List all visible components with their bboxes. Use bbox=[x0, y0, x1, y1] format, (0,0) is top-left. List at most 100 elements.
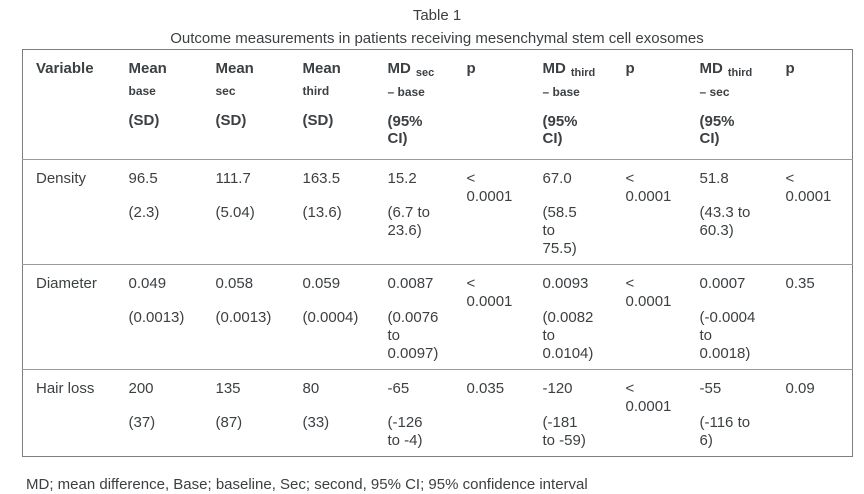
header-paren: (95% CI) bbox=[542, 113, 578, 147]
header-main-text: MD bbox=[699, 60, 723, 77]
cell-value: < 0.0001 bbox=[625, 380, 672, 415]
cell-ci: (0.0004) bbox=[302, 309, 359, 326]
cell-value: < 0.0001 bbox=[466, 275, 513, 310]
header-main: Mean bbox=[216, 60, 287, 78]
header-subline: – base bbox=[387, 85, 425, 99]
header-main: MD sec bbox=[388, 60, 451, 79]
cell-value: -120 bbox=[542, 380, 573, 397]
column-header-p2: p bbox=[613, 50, 687, 160]
header-paren: (95% CI) bbox=[387, 113, 423, 147]
variable-cell: Hair loss bbox=[23, 370, 116, 457]
column-header-variable: Variable bbox=[23, 50, 116, 160]
data-cell: 0.0093 (0.0082 to 0.0104) bbox=[530, 265, 613, 370]
column-header-md-third-sec: MD third – sec (95% CI) bbox=[687, 50, 773, 160]
cell-value: 0.058 bbox=[215, 275, 254, 292]
header-paren: (SD) bbox=[302, 112, 334, 129]
header-main-text: Mean bbox=[128, 60, 167, 77]
cell-ci: (43.3 to 60.3) bbox=[699, 204, 751, 239]
header-label: Variable bbox=[36, 60, 94, 77]
cell-value: 0.09 bbox=[785, 380, 815, 397]
header-main: Mean bbox=[129, 60, 200, 78]
header-subline: – sec bbox=[699, 85, 730, 99]
cell-ci: (6.7 to 23.6) bbox=[387, 204, 431, 239]
data-cell: 163.5 (13.6) bbox=[290, 160, 375, 265]
cell-value: 0.0093 bbox=[542, 275, 589, 292]
data-cell: 80 (33) bbox=[290, 370, 375, 457]
column-header-p1: p bbox=[454, 50, 530, 160]
variable-label: Diameter bbox=[36, 275, 97, 292]
cell-ci: (58.5 to 75.5) bbox=[542, 204, 577, 257]
data-cell: < 0.0001 bbox=[613, 265, 687, 370]
header-subscript: third bbox=[570, 67, 596, 79]
data-cell: 0.09 bbox=[773, 370, 853, 457]
cell-value: 0.049 bbox=[128, 275, 167, 292]
header-main: MD third bbox=[700, 60, 770, 79]
cell-value: 96.5 bbox=[128, 170, 158, 187]
header-paren: (95% CI) bbox=[699, 113, 735, 147]
cell-ci: (13.6) bbox=[302, 204, 342, 221]
data-cell: 111.7 (5.04) bbox=[203, 160, 290, 265]
data-cell: < 0.0001 bbox=[454, 160, 530, 265]
data-cell: 0.0087 (0.0076 to 0.0097) bbox=[375, 265, 454, 370]
data-cell: -120 (-181 to -59) bbox=[530, 370, 613, 457]
cell-value: 51.8 bbox=[699, 170, 729, 187]
header-main: MD third bbox=[543, 60, 610, 79]
variable-label: Hair loss bbox=[36, 380, 95, 397]
cell-ci: (-126 to -4) bbox=[387, 414, 423, 449]
table-row: Diameter 0.049 (0.0013) 0.058 (0.0013) 0.059 (… bbox=[22, 264, 853, 370]
column-header-p3: p bbox=[773, 50, 853, 160]
data-cell: 0.049 (0.0013) bbox=[116, 265, 203, 370]
cell-ci: (0.0013) bbox=[128, 309, 185, 326]
cell-ci: (0.0082 to 0.0104) bbox=[542, 309, 594, 362]
cell-ci: (0.0076 to 0.0097) bbox=[387, 309, 439, 362]
cell-ci: (0.0013) bbox=[215, 309, 272, 326]
cell-ci: (87) bbox=[215, 414, 243, 431]
cell-value: 135 bbox=[215, 380, 241, 397]
cell-value: -55 bbox=[699, 380, 722, 397]
cell-value: 200 bbox=[128, 380, 154, 397]
table-container: Variable Mean base (SD) Mean sec (SD) Mean third… bbox=[22, 49, 853, 457]
data-cell: 0.0007 (-0.0004 to 0.0018) bbox=[687, 265, 773, 370]
variable-cell: Diameter bbox=[23, 265, 116, 370]
cell-value: 80 bbox=[302, 380, 320, 397]
column-header-mean-third: Mean third (SD) bbox=[290, 50, 375, 160]
header-main-text: MD bbox=[542, 60, 566, 77]
data-cell: -65 (-126 to -4) bbox=[375, 370, 454, 457]
data-cell: 0.058 (0.0013) bbox=[203, 265, 290, 370]
header-main-text: MD bbox=[387, 60, 411, 77]
header-paren: (SD) bbox=[128, 112, 160, 129]
data-cell: < 0.0001 bbox=[613, 160, 687, 265]
data-cell: < 0.0001 bbox=[773, 160, 853, 265]
header-main-text: Mean bbox=[215, 60, 254, 77]
cell-value: < 0.0001 bbox=[466, 170, 513, 205]
data-cell: 0.059 (0.0004) bbox=[290, 265, 375, 370]
cell-value: -65 bbox=[387, 380, 410, 397]
data-cell: 135 (87) bbox=[203, 370, 290, 457]
data-cell: 96.5 (2.3) bbox=[116, 160, 203, 265]
data-cell: 200 (37) bbox=[116, 370, 203, 457]
data-cell: 67.0 (58.5 to 75.5) bbox=[530, 160, 613, 265]
header-subline: – base bbox=[542, 85, 580, 99]
page-title: Table 1 bbox=[412, 7, 462, 24]
variable-cell: Density bbox=[23, 160, 116, 265]
footnote: MD; mean difference, Base; baseline, Sec… bbox=[26, 476, 588, 493]
table-row: Density 96.5 (2.3) 111.7 (5.04) 163.5 (13.6) 15… bbox=[22, 159, 853, 265]
column-header-md-third-base: MD third – base (95% CI) bbox=[530, 50, 613, 160]
header-subline: base bbox=[128, 84, 156, 98]
column-header-mean-base: Mean base (SD) bbox=[116, 50, 203, 160]
header-main-text: Mean bbox=[302, 60, 341, 77]
header-paren: (SD) bbox=[215, 112, 247, 129]
cell-value: 0.0007 bbox=[699, 275, 746, 292]
header-main: Mean bbox=[303, 60, 372, 78]
cell-value: 0.035 bbox=[466, 380, 505, 397]
cell-ci: (-181 to -59) bbox=[542, 414, 586, 449]
header-subscript: third bbox=[727, 67, 753, 79]
cell-ci: (5.04) bbox=[215, 204, 255, 221]
data-cell: < 0.0001 bbox=[454, 265, 530, 370]
cell-value: 163.5 bbox=[302, 170, 341, 187]
header-label: p bbox=[785, 60, 795, 77]
cell-ci: (33) bbox=[302, 414, 330, 431]
header-row: Variable Mean base (SD) Mean sec (SD) Mean third… bbox=[23, 50, 853, 160]
data-cell: 0.35 bbox=[773, 265, 853, 370]
